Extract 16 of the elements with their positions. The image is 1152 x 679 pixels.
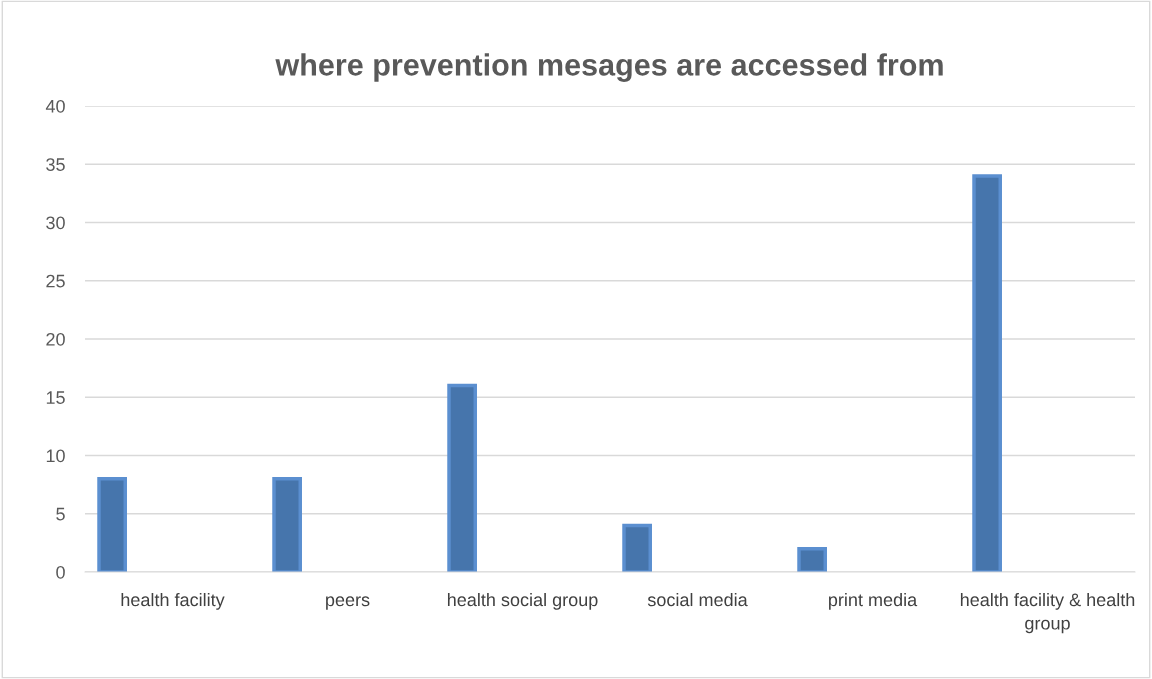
y-tick-label: 20 <box>46 332 65 346</box>
y-tick-label: 0 <box>56 565 65 579</box>
x-tick-label: print media <box>829 592 918 610</box>
y-tick-label: 30 <box>46 216 65 230</box>
y-tick-label: 25 <box>46 274 65 288</box>
y-tick-label: 40 <box>45 99 65 113</box>
x-tick-label: social media <box>647 592 748 607</box>
y-tick-label: 10 <box>46 449 65 463</box>
y-tick-label: 35 <box>46 158 65 171</box>
y-tick-label: 5 <box>56 507 65 521</box>
chart-title: where prevention mesages are accessed from <box>275 53 943 82</box>
y-tick-label: 15 <box>46 391 65 404</box>
x-tick-label: health facility <box>121 592 225 610</box>
x-tick-label: health social group <box>447 592 598 610</box>
x-tick-label: health facility & health group <box>960 592 1135 634</box>
x-tick-label: peers <box>326 596 370 610</box>
